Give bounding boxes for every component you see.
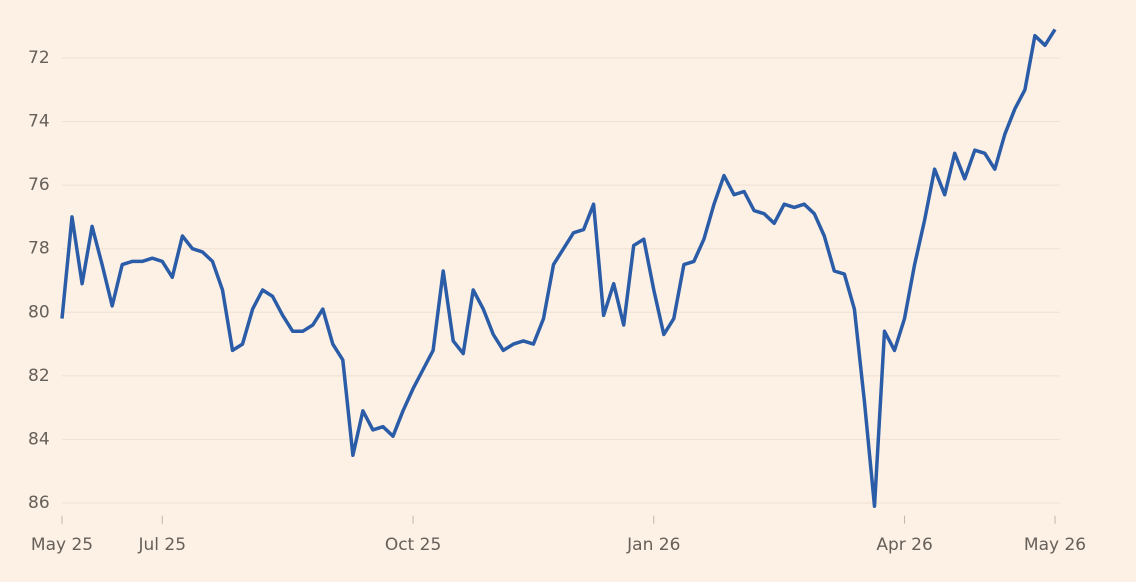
y-tick-label: 76 — [28, 175, 50, 195]
y-tick-label: 74 — [28, 112, 50, 132]
x-tick-label: Oct 25 — [385, 535, 441, 555]
x-tick-label: May 25 — [31, 535, 93, 555]
line — [60, 28, 1057, 508]
x-tick-label: Jan 26 — [626, 535, 680, 555]
x-tick-label: Jul 25 — [138, 535, 187, 555]
x-tick-label: Apr 26 — [876, 535, 932, 555]
x-tick-label: May 26 — [1024, 535, 1086, 555]
y-tick-label: 72 — [28, 48, 50, 68]
y-tick-label: 84 — [28, 429, 50, 449]
y-tick-label: 86 — [28, 493, 50, 513]
y-tick-label: 82 — [28, 366, 50, 386]
y-tick-label: 78 — [28, 239, 50, 259]
y-tick-label: 80 — [28, 302, 50, 322]
